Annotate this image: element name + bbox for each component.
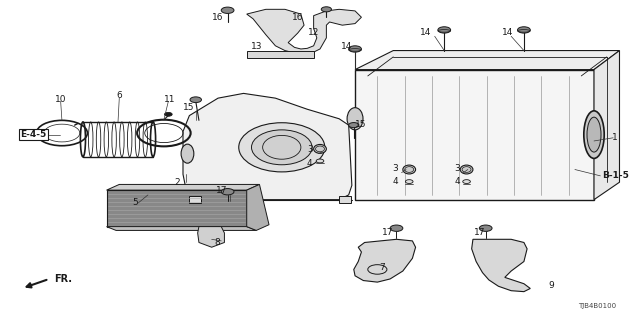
Text: 13: 13 — [250, 42, 262, 51]
Text: FR.: FR. — [54, 274, 72, 284]
Text: 3: 3 — [392, 164, 398, 173]
Ellipse shape — [239, 123, 324, 172]
Text: 11: 11 — [164, 95, 175, 104]
Ellipse shape — [463, 180, 470, 183]
Text: 16: 16 — [212, 13, 224, 22]
Circle shape — [518, 27, 531, 33]
Text: 1: 1 — [612, 133, 618, 142]
Text: 7: 7 — [380, 263, 385, 272]
Text: E-4-5: E-4-5 — [20, 130, 47, 139]
Ellipse shape — [314, 144, 326, 153]
Text: 12: 12 — [308, 28, 319, 37]
Circle shape — [390, 225, 403, 231]
Text: 15: 15 — [183, 103, 195, 112]
Ellipse shape — [587, 117, 601, 152]
Text: 2: 2 — [175, 178, 180, 187]
Ellipse shape — [181, 144, 194, 163]
Bar — [339, 196, 351, 204]
Text: 14: 14 — [341, 42, 353, 51]
Polygon shape — [246, 9, 362, 54]
Text: 4: 4 — [392, 177, 398, 186]
Text: 14: 14 — [502, 28, 514, 37]
Polygon shape — [246, 51, 314, 59]
Text: 5: 5 — [132, 198, 138, 207]
Text: 17: 17 — [382, 228, 394, 237]
Circle shape — [479, 225, 492, 231]
Circle shape — [349, 46, 362, 52]
Ellipse shape — [460, 165, 473, 174]
Text: 4: 4 — [307, 159, 312, 168]
Polygon shape — [594, 51, 620, 200]
Text: 16: 16 — [292, 13, 303, 22]
Polygon shape — [198, 227, 225, 247]
Text: 6: 6 — [116, 92, 122, 100]
Text: 8: 8 — [214, 238, 220, 247]
Polygon shape — [355, 69, 594, 200]
Ellipse shape — [405, 180, 413, 183]
Text: 4: 4 — [455, 177, 460, 186]
Text: 3: 3 — [307, 145, 313, 154]
Bar — [189, 196, 201, 204]
Ellipse shape — [584, 111, 604, 158]
Circle shape — [321, 7, 332, 12]
Circle shape — [190, 97, 202, 103]
Text: 9: 9 — [548, 281, 554, 290]
Polygon shape — [355, 51, 620, 69]
Circle shape — [221, 188, 234, 195]
Text: 17: 17 — [474, 228, 485, 237]
Circle shape — [221, 7, 234, 13]
Circle shape — [164, 112, 172, 116]
Circle shape — [438, 27, 451, 33]
Polygon shape — [183, 93, 352, 200]
Ellipse shape — [403, 165, 415, 174]
Ellipse shape — [252, 130, 312, 165]
Polygon shape — [106, 227, 256, 230]
Polygon shape — [354, 239, 415, 282]
Text: B-1-5: B-1-5 — [602, 172, 629, 180]
Text: 14: 14 — [420, 28, 431, 37]
Text: 3: 3 — [455, 164, 461, 173]
Text: 17: 17 — [216, 186, 227, 195]
Text: 15: 15 — [355, 120, 367, 129]
Ellipse shape — [316, 159, 324, 163]
Polygon shape — [472, 239, 531, 292]
Polygon shape — [106, 190, 246, 227]
Polygon shape — [246, 184, 269, 230]
Circle shape — [349, 123, 359, 128]
Text: TJB4B0100: TJB4B0100 — [578, 303, 616, 309]
Ellipse shape — [347, 108, 363, 130]
Text: 10: 10 — [55, 95, 67, 104]
Polygon shape — [106, 184, 259, 190]
